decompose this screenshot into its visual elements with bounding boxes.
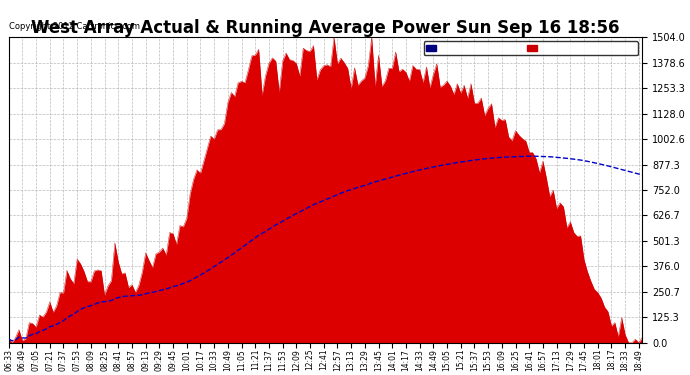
Title: West Array Actual & Running Average Power Sun Sep 16 18:56: West Array Actual & Running Average Powe… xyxy=(31,19,620,37)
Legend: Average  (DC Watts), West Array  (DC Watts): Average (DC Watts), West Array (DC Watts… xyxy=(424,42,638,56)
Text: Copyright 2012 Cartronics.com: Copyright 2012 Cartronics.com xyxy=(9,22,139,31)
